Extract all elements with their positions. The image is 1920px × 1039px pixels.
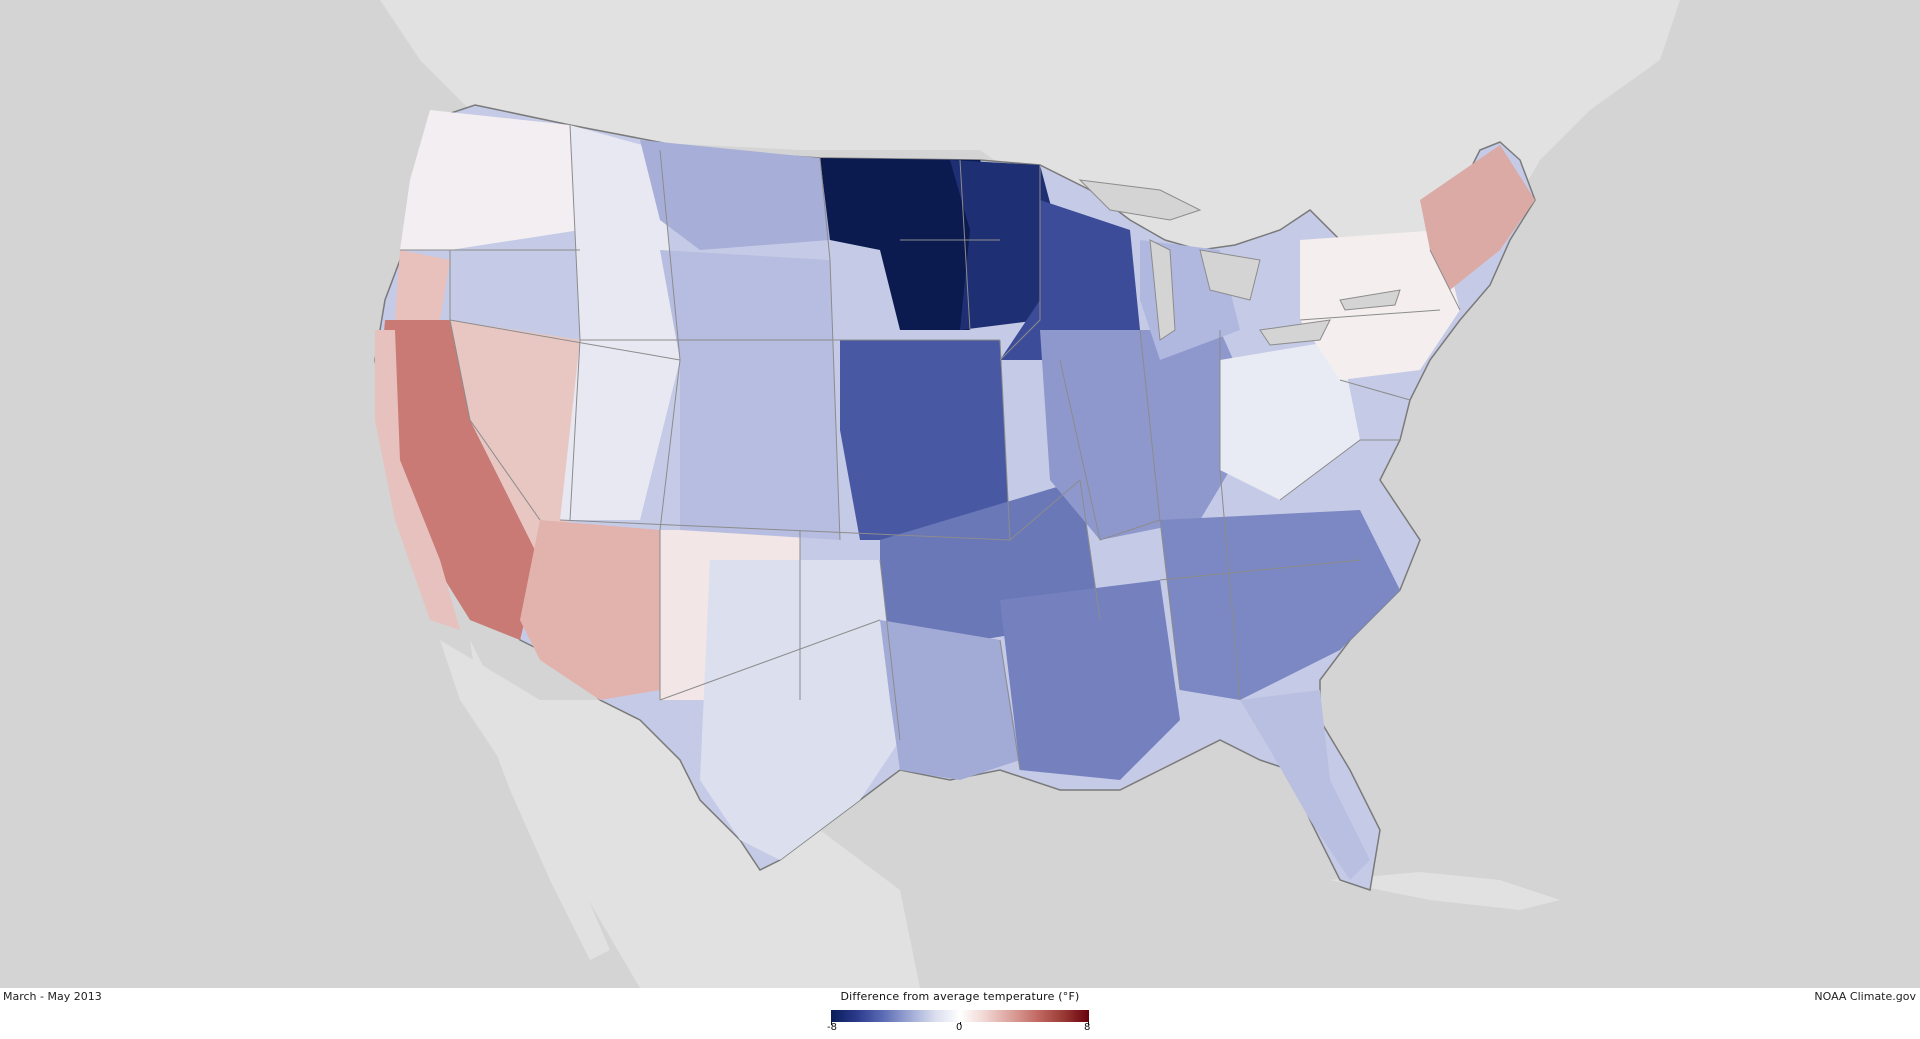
region-nevada: [450, 320, 580, 560]
region-east-texas: [880, 620, 1020, 780]
region-midwest-east: [1040, 330, 1260, 540]
region-montana: [640, 140, 830, 250]
region-texas: [700, 560, 900, 860]
great-lakes: [1078, 179, 1401, 346]
legend-max-label: 8: [1084, 1022, 1091, 1033]
region-dakotas: [820, 158, 1000, 330]
region-minnesota: [950, 160, 1060, 330]
legend-mid-label: 0: [956, 1022, 963, 1033]
region-arizona: [520, 520, 660, 700]
legend-tick-max: [1088, 1022, 1089, 1025]
legend-min-label: -8: [827, 1022, 837, 1033]
map-footer: March - May 2013 Difference from average…: [0, 988, 1920, 1039]
state-borders: [400, 124, 1461, 771]
region-california: [380, 320, 540, 640]
baja-peninsula: [470, 640, 610, 960]
credit-label: NOAA Climate.gov: [1814, 990, 1916, 1003]
region-oregon-coast: [395, 250, 450, 320]
legend-title: Difference from average temperature (°F): [840, 990, 1080, 1003]
mexico-landmass: [440, 640, 920, 988]
legend-tick-mid: [960, 1022, 961, 1025]
legend-tick-min: [831, 1022, 832, 1025]
region-idaho-utah: [560, 125, 680, 520]
legend-color-bar: [831, 1010, 1089, 1022]
region-louisiana-mississippi: [1000, 580, 1180, 780]
region-wisconsin-iowa: [1000, 200, 1140, 360]
legend: Difference from average temperature (°F)…: [827, 990, 1090, 1033]
region-nebraska-kansas: [840, 340, 1010, 540]
region-wyoming-colorado: [660, 250, 840, 540]
temperature-anomaly-map: [374, 0, 1680, 988]
region-florida: [1240, 690, 1370, 880]
region-new-england: [1420, 145, 1535, 290]
map-area: [374, 0, 1680, 988]
cuba-island: [1330, 872, 1560, 910]
region-california-coast: [375, 330, 460, 630]
region-southeast: [1160, 510, 1400, 700]
period-label: March - May 2013: [3, 990, 102, 1003]
region-pacific-northwest: [400, 110, 580, 250]
region-ohio-valley: [1220, 340, 1360, 500]
